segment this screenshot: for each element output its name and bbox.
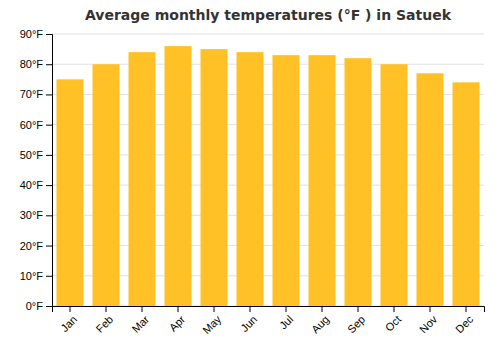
tick: Apr bbox=[167, 306, 188, 334]
tick: 60°F bbox=[20, 119, 52, 131]
bar bbox=[93, 64, 120, 306]
tick: Aug bbox=[309, 306, 331, 335]
tick: 90°F bbox=[20, 28, 52, 40]
tick: 10°F bbox=[20, 270, 52, 282]
chart: 0°F 10°F 20°F 30°F 40°F 50°F 60°F 70°F 80°F 90°F J… bbox=[0, 0, 500, 350]
tick-mark bbox=[178, 306, 179, 312]
tick-label: 70°F bbox=[20, 88, 44, 100]
bar bbox=[345, 58, 372, 306]
tick-label: 30°F bbox=[20, 209, 44, 221]
tick-label: Jun bbox=[238, 313, 259, 334]
tick-label: Apr bbox=[167, 313, 188, 334]
tick: 80°F bbox=[20, 58, 52, 70]
tick-label: Oct bbox=[383, 313, 404, 334]
tick-mark bbox=[322, 306, 323, 312]
tick-label: Jan bbox=[58, 313, 79, 334]
tick-mark bbox=[358, 306, 359, 312]
tick-label: May bbox=[200, 313, 224, 337]
bars bbox=[57, 46, 480, 306]
tick: 50°F bbox=[20, 149, 52, 161]
tick: Mar bbox=[129, 306, 151, 335]
tick-mark bbox=[46, 125, 52, 126]
bar bbox=[273, 55, 300, 306]
tick-mark bbox=[466, 306, 467, 312]
tick-label: 60°F bbox=[20, 119, 44, 131]
tick: 30°F bbox=[20, 209, 52, 221]
title: Average monthly temperatures (°F ) in Sa… bbox=[85, 7, 452, 23]
tick: 40°F bbox=[20, 179, 52, 191]
tick-mark bbox=[46, 276, 52, 277]
tick-label: 40°F bbox=[20, 179, 44, 191]
tick: 0°F bbox=[26, 300, 52, 312]
tick-label: Nov bbox=[417, 313, 440, 336]
tick-label: Feb bbox=[93, 313, 115, 335]
tick-mark bbox=[250, 306, 251, 312]
tick-label: 20°F bbox=[20, 240, 44, 252]
tick-mark bbox=[46, 306, 52, 307]
tick: Oct bbox=[383, 306, 404, 334]
tick-mark bbox=[46, 155, 52, 156]
tick-label: Jul bbox=[277, 313, 295, 331]
tick-label: Sep bbox=[345, 313, 367, 335]
tick-mark bbox=[46, 185, 52, 186]
tick: May bbox=[200, 306, 224, 336]
axis-line bbox=[46, 35, 53, 307]
bar bbox=[381, 64, 408, 306]
tick-mark bbox=[46, 94, 52, 95]
tick-mark bbox=[106, 306, 107, 312]
tick: Nov bbox=[417, 306, 440, 335]
grid bbox=[52, 34, 484, 306]
bar bbox=[417, 73, 444, 306]
tick: 70°F bbox=[20, 88, 52, 100]
tick-mark bbox=[430, 306, 431, 312]
tick-label: Dec bbox=[453, 313, 476, 336]
tick-label: 0°F bbox=[26, 300, 44, 312]
bar bbox=[309, 55, 336, 306]
grid-line bbox=[52, 34, 484, 35]
tick-label: 10°F bbox=[20, 270, 44, 282]
tick: Feb bbox=[93, 306, 115, 335]
tick: Jul bbox=[277, 306, 295, 332]
tick: Jun bbox=[238, 306, 259, 334]
tick-mark bbox=[286, 306, 287, 312]
tick-mark bbox=[394, 306, 395, 312]
tick-mark bbox=[142, 306, 143, 312]
axis-line bbox=[53, 307, 485, 313]
bar bbox=[201, 49, 228, 306]
plot-area: 0°F 10°F 20°F 30°F 40°F 50°F 60°F 70°F 80°F 90°F J… bbox=[20, 28, 485, 336]
tick: Sep bbox=[345, 306, 367, 335]
tick-label: Mar bbox=[129, 313, 151, 335]
tick-mark bbox=[46, 215, 52, 216]
tick: 20°F bbox=[20, 240, 52, 252]
x-axis: Jan Feb Mar Apr May Jun Jul Aug Sep Oct Nov Dec bbox=[53, 306, 485, 336]
tick-mark bbox=[46, 34, 52, 35]
tick-mark bbox=[46, 64, 52, 65]
bar bbox=[237, 52, 264, 306]
tick-label: 50°F bbox=[20, 149, 44, 161]
tick-mark bbox=[46, 246, 52, 247]
bar bbox=[129, 52, 156, 306]
tick: Jan bbox=[58, 306, 79, 334]
tick-label: 80°F bbox=[20, 58, 44, 70]
bar bbox=[57, 79, 84, 306]
tick-label: Aug bbox=[309, 313, 331, 335]
bar bbox=[453, 82, 480, 306]
bar bbox=[165, 46, 192, 306]
y-axis: 0°F 10°F 20°F 30°F 40°F 50°F 60°F 70°F 80°F 90°F bbox=[20, 28, 53, 312]
tick-mark bbox=[70, 306, 71, 312]
tick-mark bbox=[214, 306, 215, 312]
tick: Dec bbox=[453, 306, 476, 335]
tick-label: 90°F bbox=[20, 28, 44, 40]
